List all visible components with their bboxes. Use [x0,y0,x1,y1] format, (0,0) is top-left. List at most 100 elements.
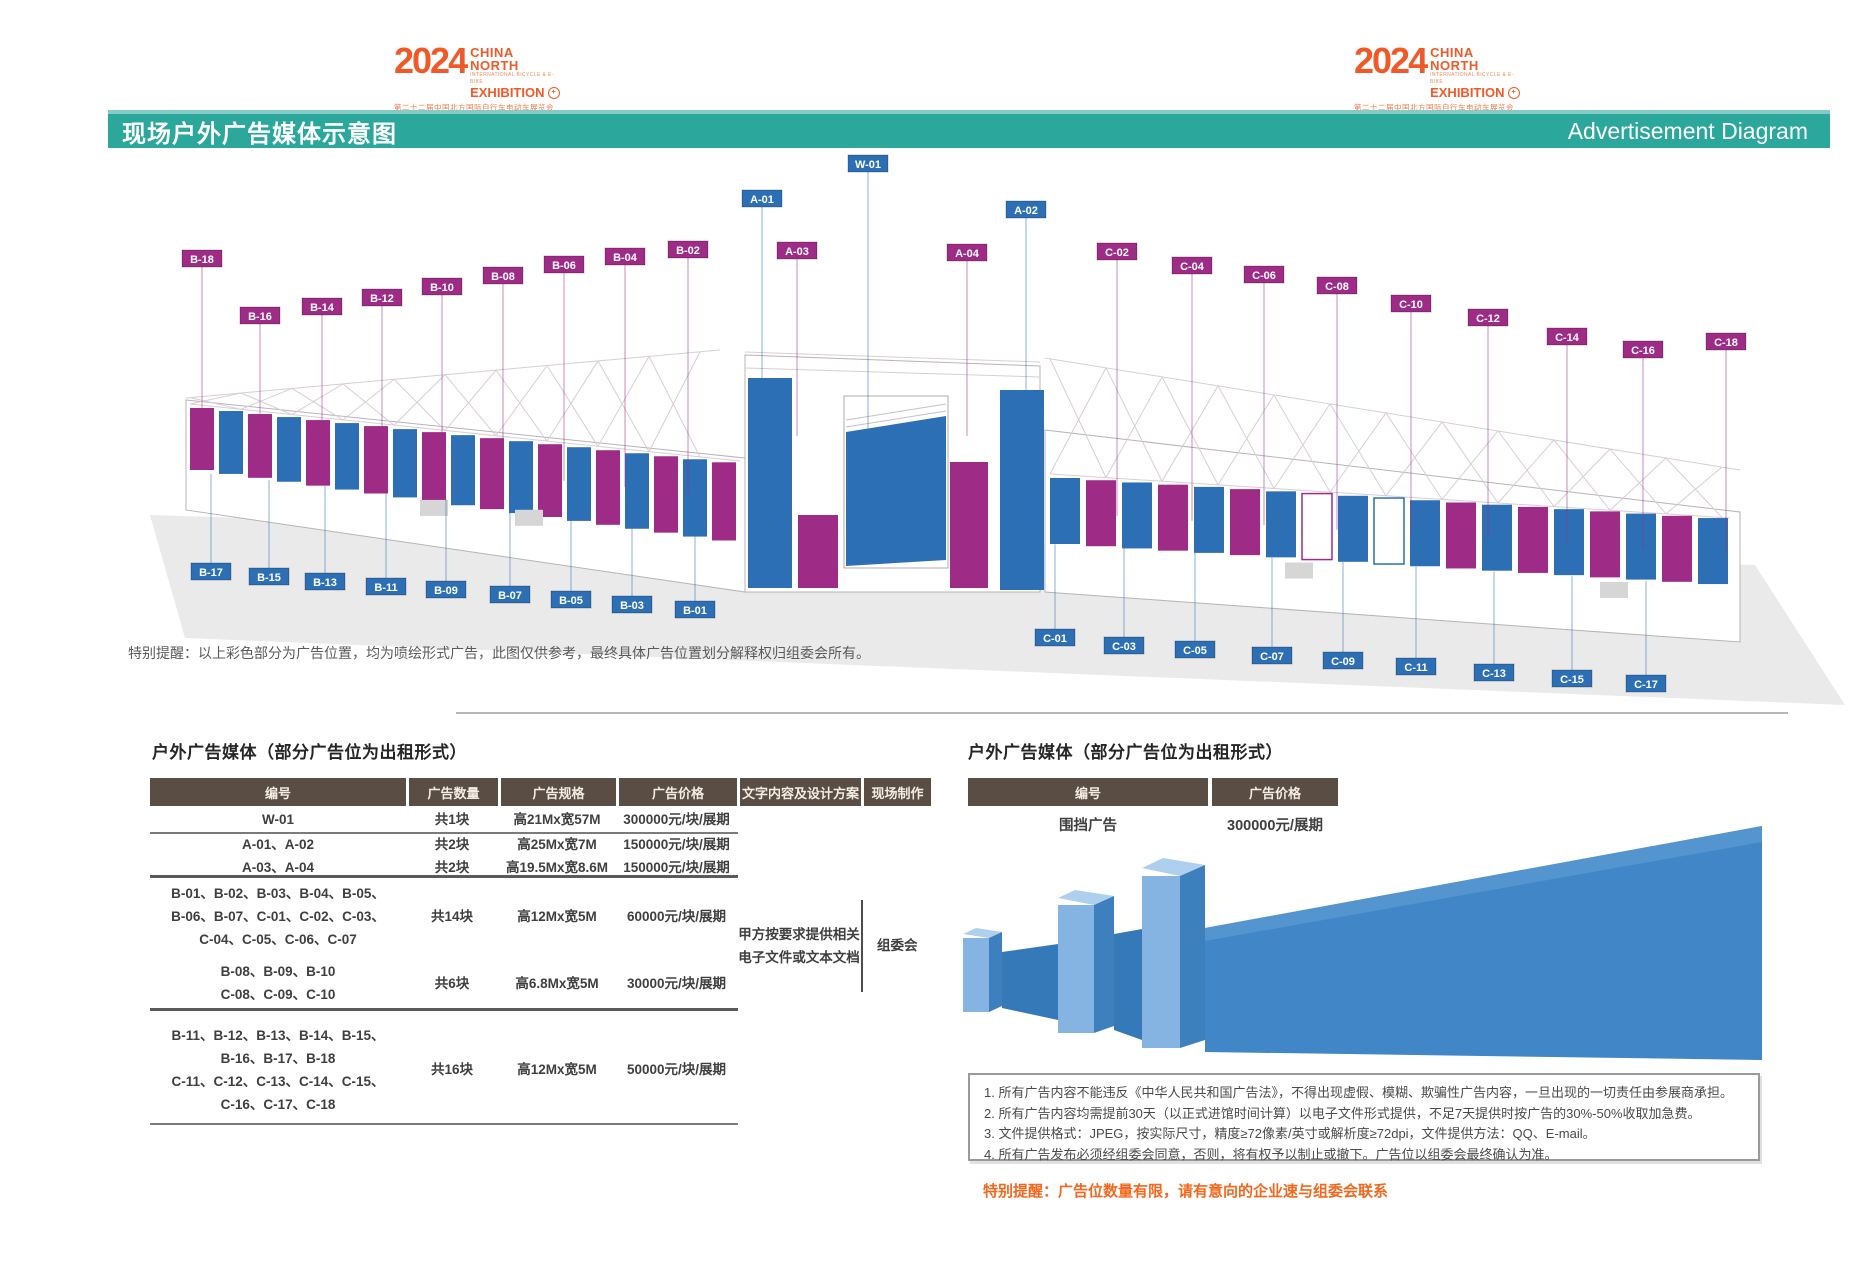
svg-text:B-11: B-11 [374,582,397,594]
page-title-banner: 现场户外广告媒体示意图 Advertisement Diagram [108,110,1830,148]
table-row: A-01、A-02 共2块 高25Mx宽7M 150000元/块/展期 [150,833,931,856]
svg-text:B-13: B-13 [313,577,337,589]
ad-label-B-04: B-04 [604,247,646,488]
right-header-price: 广告价格 [1212,778,1338,806]
ad-label-C-12: C-12 [1467,308,1509,540]
outdoor-ad-media-table: 编号 广告数量 广告规格 广告价格 文字内容及设计方案 现场制作 W-01 共1… [150,778,931,1127]
cell-price: 60000元/块/展期 [626,909,727,924]
advert-rules-notes: 1. 所有广告内容不能违反《中华人民共和国广告法》，不得出现虚假、模糊、欺骗性广… [968,1073,1760,1162]
rule-item-2: 2. 所有广告内容均需提前30天（以正式进馆时间计算）以电子文件形式提供，不足7… [984,1105,1701,1121]
logo-subtitle: 第二十二届中国北方国际自行车电动车展览会 [394,103,554,112]
cell-price: 30000元/块/展期 [626,975,727,991]
svg-text:B-08: B-08 [491,271,515,283]
ad-label-C-15: C-15 [1551,576,1593,688]
svg-text:C-14: C-14 [1555,332,1580,344]
table-header-row: 编号 广告数量 广告规格 广告价格 文字内容及设计方案 现场制作 [150,778,931,806]
ad-label-C-06: C-06 [1243,265,1285,526]
hoarding-ad-label: 围挡广告 [1059,817,1117,834]
header-price: 广告价格 [616,778,737,806]
ad-label-C-07: C-07 [1251,557,1293,665]
svg-text:B-05: B-05 [559,595,583,607]
center-entrance [748,378,1044,590]
ad-label-C-16: C-16 [1622,340,1664,549]
ad-label-C-14: C-14 [1546,327,1588,544]
exhibition-logo-left: 2024 CHINA NORTH INTERNATIONAL BICYCLE &… [394,43,564,113]
ad-label-B-16: B-16 [239,306,281,450]
left-table-title: 户外广告媒体（部分广告位为出租形式） [152,743,467,762]
svg-text:C-05: C-05 [1183,645,1207,657]
header-spec: 广告规格 [498,778,616,806]
cell-qty: 共16块 [430,1062,474,1077]
panel-A-03 [798,515,838,588]
ad-label-C-03: C-03 [1103,548,1145,655]
svg-text:C-15: C-15 [1560,674,1584,686]
vertical-divider [861,899,863,992]
svg-text:B-02: B-02 [676,245,700,257]
svg-text:B-03: B-03 [620,600,644,612]
rule-item-1: 1. 所有广告内容不能违反《中华人民共和国广告法》，不得出现虚假、模糊、欺骗性广… [984,1085,1733,1100]
ad-label-C-08: C-08 [1316,276,1358,530]
svg-text:A-03: A-03 [785,246,809,258]
ad-label-B-09: B-09 [425,498,467,599]
table-rule [150,832,738,834]
ad-label-B-07: B-07 [489,505,531,604]
cell-price: 50000元/块/展期 [626,1062,727,1077]
panel-A-01 [748,378,792,588]
svg-text:B-06: B-06 [552,260,576,272]
svg-text:B-16: B-16 [248,311,272,323]
hoarding-3d-illustration [963,826,1762,1060]
cell-qty: 共14块 [430,909,474,924]
cell-ids: B-11、B-12、B-13、B-14、B-15、 B-16、B-17、B-18… [171,1027,385,1112]
panel-A-02 [1000,390,1044,590]
cell-price: 300000元/块/展期 [623,812,730,827]
svg-text:B-09: B-09 [434,585,458,597]
ad-label-B-10: B-10 [421,277,463,469]
cell-ids: A-01、A-02 [241,837,315,852]
ad-label-A-01: A-01 [741,189,783,436]
svg-text:B-04: B-04 [613,252,638,264]
ad-label-B-06: B-06 [543,255,585,481]
diagram-disclaimer-note: 特别提醒：以上彩色部分为广告位置，均为喷绘形式广告，此图仅供参考，最终具体广告位… [128,645,870,661]
svg-text:C-13: C-13 [1482,668,1506,680]
logo-line1: CHINA NORTH [470,45,519,73]
svg-text:C-08: C-08 [1325,281,1349,293]
ad-label-A-02: A-02 [1005,200,1047,436]
ad-label-B-13: B-13 [304,486,346,591]
svg-text:A-04: A-04 [955,248,980,260]
svg-text:B-15: B-15 [257,572,281,584]
rule-item-4: 4. 所有广告发布必须经组委会同意，否则，将有权予以制止或撤下。广告位以组委会最… [984,1146,1558,1162]
right-table-title: 户外广告媒体（部分广告位为出租形式） [968,743,1283,762]
ad-label-C-11: C-11 [1395,566,1437,676]
table-rule [150,1008,738,1011]
ad-label-B-08: B-08 [482,266,524,475]
ad-label-B-01: B-01 [674,524,716,619]
onsite-maker-cell: 组委会 [861,879,931,1012]
cell-price: 150000元/块/展期 [623,837,730,852]
svg-text:C-07: C-07 [1260,651,1284,663]
ad-label-A-03: A-03 [776,241,818,436]
svg-text:C-10: C-10 [1399,299,1423,311]
ad-label-B-02: B-02 [667,240,709,494]
svg-text:B-12: B-12 [370,293,394,305]
logo-line3: EXHIBITION [1430,85,1505,100]
cell-qty: 共1块 [434,812,470,827]
cell-spec: 高6.8Mx宽5M [515,975,599,991]
exhibition-logo-right: 2024 CHINA NORTH INTERNATIONAL BICYCLE &… [1354,40,1524,113]
ad-panels [190,408,1728,598]
table-row: B-11、B-12、B-13、B-14、B-15、 B-16、B-17、B-18… [150,1012,931,1127]
rule-item-3: 3. 文件提供格式：JPEG，按实际尺寸，精度≥72像素/英寸或解析度≥72dp… [984,1126,1596,1141]
table-row: A-03、A-04 共2块 高19.5Mx宽8.6M 150000元/块/展期 [150,856,931,879]
ad-label-B-03: B-03 [611,517,653,614]
logo-year: 2024 [1354,40,1428,81]
cell-price: 150000元/块/展期 [623,860,730,875]
ad-label-C-09: C-09 [1322,562,1364,670]
cell-spec: 高25Mx宽7M [517,837,597,852]
ad-label-B-11: B-11 [365,492,407,596]
logo-line2: INTERNATIONAL BICYCLE & E-BIKE [1430,72,1514,85]
cell-ids: B-01、B-02、B-03、B-04、B-05、 B-06、B-07、C-01… [171,886,385,947]
onsite-maker-label: 组委会 [877,938,918,953]
page-title-zh: 现场户外广告媒体示意图 [122,120,397,148]
svg-text:B-10: B-10 [430,282,454,294]
logo-line1: CHINA NORTH [1430,45,1479,73]
